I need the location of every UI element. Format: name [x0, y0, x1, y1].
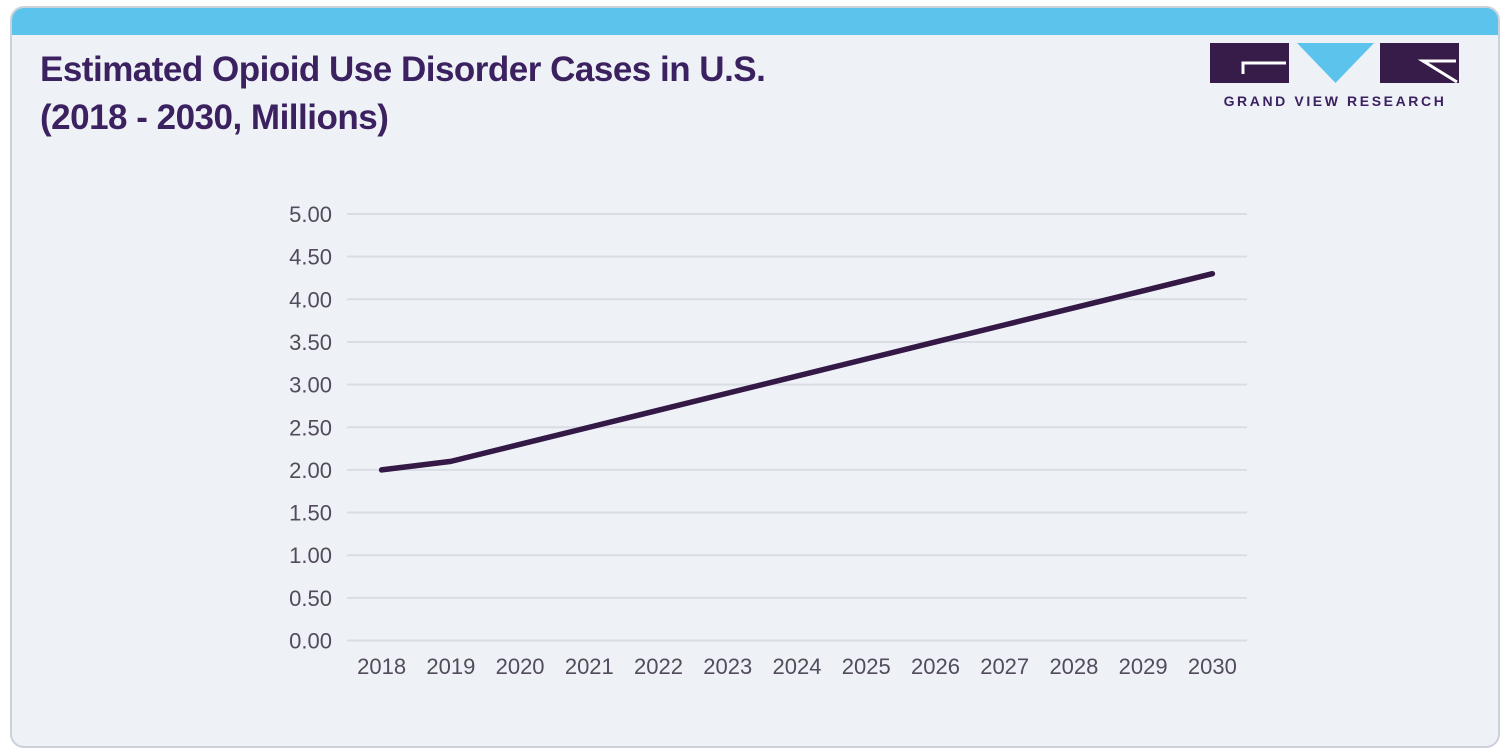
x-axis-tick-label: 2029	[1119, 654, 1168, 679]
x-axis-tick-label: 2024	[773, 654, 822, 679]
data-line-series	[378, 270, 1216, 473]
y-axis-tick-label: 4.00	[289, 287, 332, 312]
x-axis-tick-label: 2028	[1049, 654, 1098, 679]
x-axis-tick-label: 2020	[496, 654, 545, 679]
x-axis-tick-label: 2019	[426, 654, 475, 679]
page-title-line1: Estimated Opioid Use Disorder Cases in U…	[40, 50, 766, 89]
page-title-line2: (2018 - 2030, Millions)	[40, 98, 389, 137]
x-axis-tick-label: 2030	[1188, 654, 1237, 679]
y-axis-tick-label: 3.50	[289, 330, 332, 355]
x-axis-tick-label: 2021	[565, 654, 614, 679]
y-axis-tick-label: 5.00	[289, 202, 332, 227]
y-axis-tick-label: 2.50	[289, 415, 332, 440]
gvr-letter-v-icon	[1297, 43, 1374, 83]
y-axis-tick-label: 2.00	[289, 458, 332, 483]
x-axis-tick-label: 2023	[703, 654, 752, 679]
gvr-letter-r-icon	[1380, 43, 1459, 84]
y-axis-tick-label: 1.00	[289, 543, 332, 568]
accent-bar	[12, 8, 1498, 35]
line-chart: 0.00 0.50 1.00 1.50 2.00 2.50 3.00 3.50 4.00 4.50…	[289, 202, 1247, 679]
brand-name: GRAND VIEW RESEARCH	[1223, 93, 1447, 109]
x-axis-tick-label: 2022	[634, 654, 683, 679]
gvr-letter-g-icon	[1210, 43, 1289, 83]
x-axis-tick-label: 2025	[842, 654, 891, 679]
y-axis-tick-label: 1.50	[289, 501, 332, 526]
page-title: Estimated Opioid Use Disorder Cases in U…	[40, 46, 766, 142]
chart-card: Estimated Opioid Use Disorder Cases in U…	[10, 6, 1500, 748]
x-axis-tick-label: 2018	[357, 654, 406, 679]
brand-logo: GRAND VIEW RESEARCH	[1210, 42, 1460, 109]
y-axis-tick-label: 4.50	[289, 245, 332, 270]
x-axis-tick-label: 2027	[980, 654, 1029, 679]
x-axis-tick-label: 2026	[911, 654, 960, 679]
gvr-logo-icon	[1210, 43, 1459, 84]
y-axis-tick-label: 0.00	[289, 629, 332, 654]
y-axis-tick-label: 3.00	[289, 373, 332, 398]
y-axis-tick-label: 0.50	[289, 586, 332, 611]
